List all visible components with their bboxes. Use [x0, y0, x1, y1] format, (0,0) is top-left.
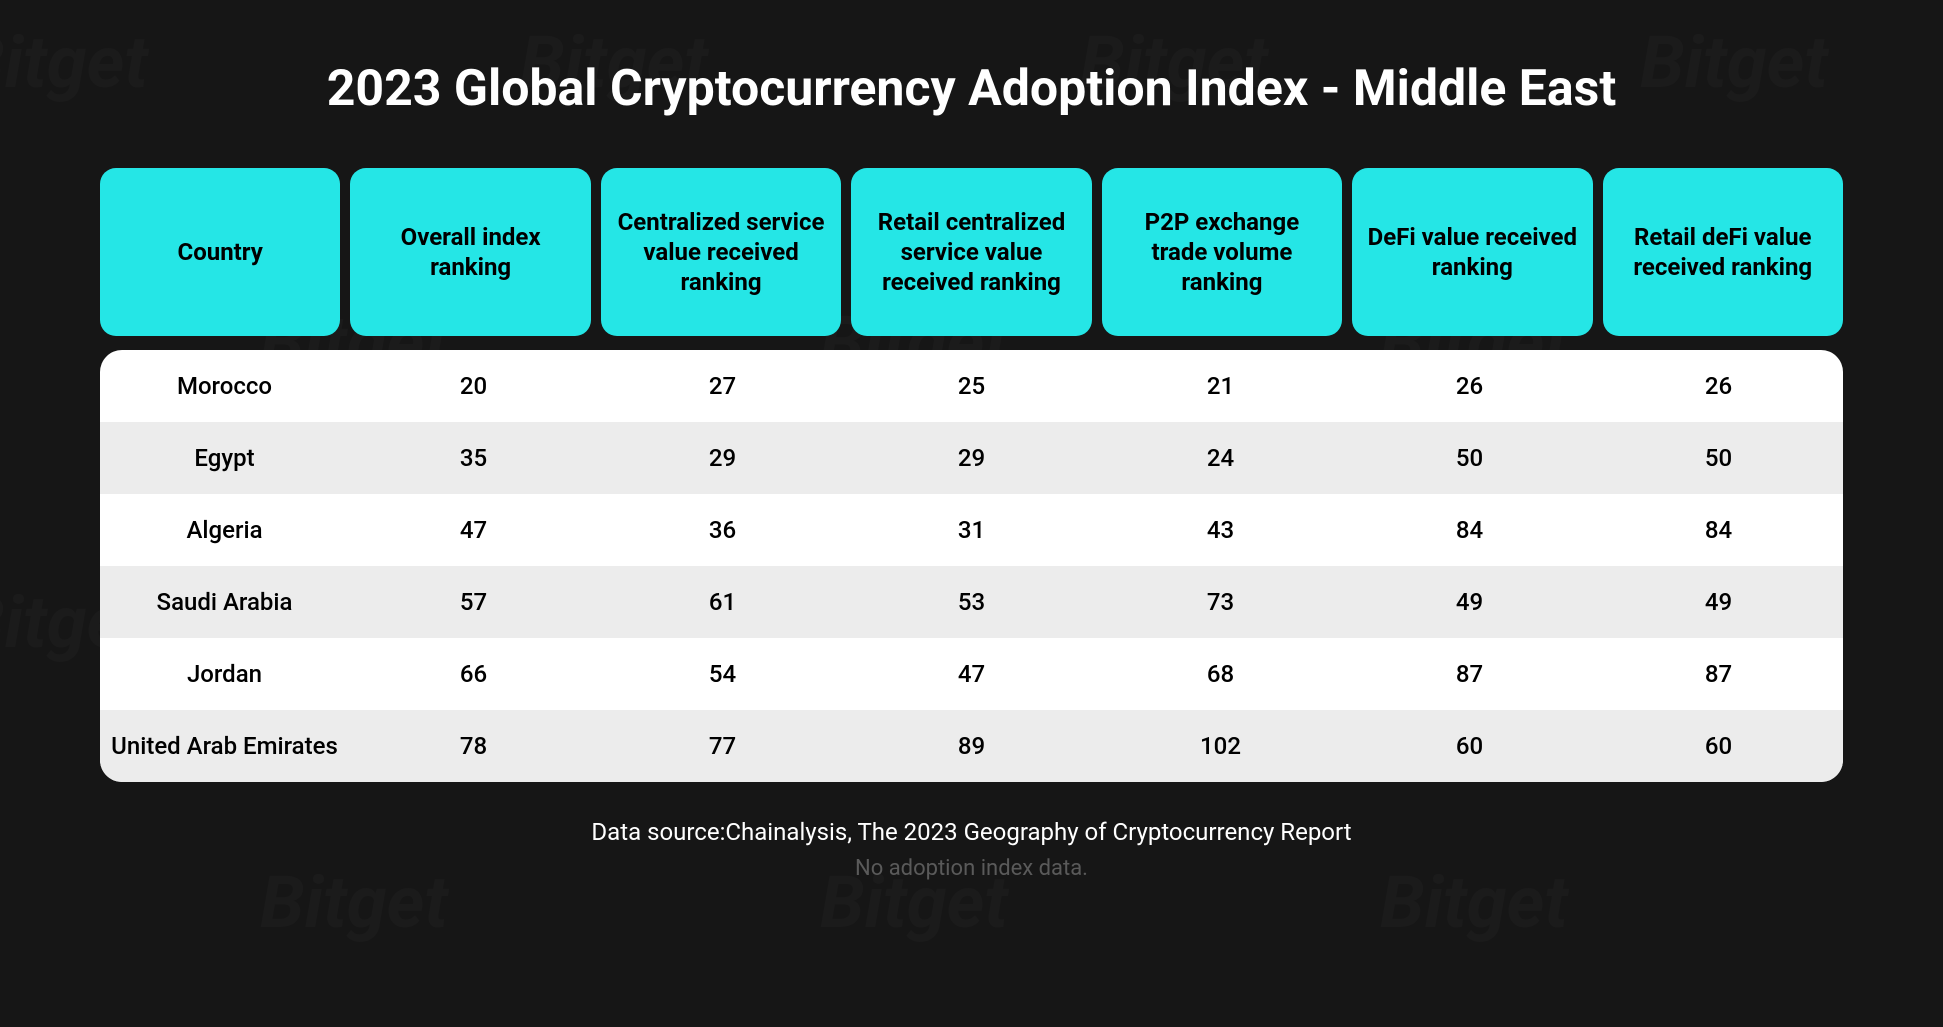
cell-value: 54	[598, 638, 847, 710]
cell-value: 61	[598, 566, 847, 638]
cell-value: 53	[847, 566, 1096, 638]
column-header-country: Country	[100, 168, 340, 336]
cell-value: 57	[349, 566, 598, 638]
cell-country: Egypt	[100, 422, 349, 494]
cell-country: United Arab Emirates	[100, 710, 349, 782]
table-row: Algeria 47 36 31 43 84 84	[100, 494, 1843, 566]
cell-country: Morocco	[100, 350, 349, 422]
cell-value: 49	[1594, 566, 1843, 638]
cell-value: 26	[1345, 350, 1594, 422]
table-row: Saudi Arabia 57 61 53 73 49 49	[100, 566, 1843, 638]
cell-value: 20	[349, 350, 598, 422]
table-body: Morocco 20 27 25 21 26 26 Egypt 35 29 29…	[100, 350, 1843, 782]
cell-value: 78	[349, 710, 598, 782]
cell-value: 68	[1096, 638, 1345, 710]
cell-value: 66	[349, 638, 598, 710]
cell-value: 26	[1594, 350, 1843, 422]
column-header-p2p: P2P exchange trade volume ranking	[1102, 168, 1342, 336]
cell-value: 50	[1594, 422, 1843, 494]
table-row: Egypt 35 29 29 24 50 50	[100, 422, 1843, 494]
cell-value: 27	[598, 350, 847, 422]
cell-value: 29	[598, 422, 847, 494]
cell-country: Jordan	[100, 638, 349, 710]
cell-value: 43	[1096, 494, 1345, 566]
cell-value: 31	[847, 494, 1096, 566]
page-title: 2023 Global Cryptocurrency Adoption Inde…	[100, 60, 1843, 118]
cell-value: 60	[1345, 710, 1594, 782]
cell-value: 87	[1345, 638, 1594, 710]
cell-value: 73	[1096, 566, 1345, 638]
cell-value: 89	[847, 710, 1096, 782]
cell-value: 36	[598, 494, 847, 566]
cell-value: 21	[1096, 350, 1345, 422]
column-header-overall: Overall index ranking	[350, 168, 590, 336]
cell-value: 47	[349, 494, 598, 566]
table-header-row: Country Overall index ranking Centralize…	[100, 168, 1843, 336]
cell-value: 102	[1096, 710, 1345, 782]
sub-footer-note: No adoption index data.	[100, 856, 1843, 881]
cell-value: 24	[1096, 422, 1345, 494]
cell-value: 25	[847, 350, 1096, 422]
column-header-centralized: Centralized service value received ranki…	[601, 168, 841, 336]
cell-country: Algeria	[100, 494, 349, 566]
table-row: Morocco 20 27 25 21 26 26	[100, 350, 1843, 422]
cell-value: 84	[1345, 494, 1594, 566]
cell-value: 87	[1594, 638, 1843, 710]
table-row: United Arab Emirates 78 77 89 102 60 60	[100, 710, 1843, 782]
column-header-defi: DeFi value received ranking	[1352, 168, 1592, 336]
cell-value: 49	[1345, 566, 1594, 638]
cell-value: 60	[1594, 710, 1843, 782]
cell-value: 84	[1594, 494, 1843, 566]
cell-value: 50	[1345, 422, 1594, 494]
column-header-retail-defi: Retail deFi value received ranking	[1603, 168, 1843, 336]
data-source-footer: Data source:Chainalysis, The 2023 Geogra…	[100, 818, 1843, 846]
cell-value: 35	[349, 422, 598, 494]
cell-value: 47	[847, 638, 1096, 710]
table-row: Jordan 66 54 47 68 87 87	[100, 638, 1843, 710]
cell-value: 77	[598, 710, 847, 782]
cell-country: Saudi Arabia	[100, 566, 349, 638]
column-header-retail-centralized: Retail centralized service value receive…	[851, 168, 1091, 336]
adoption-index-table: Country Overall index ranking Centralize…	[100, 168, 1843, 782]
cell-value: 29	[847, 422, 1096, 494]
